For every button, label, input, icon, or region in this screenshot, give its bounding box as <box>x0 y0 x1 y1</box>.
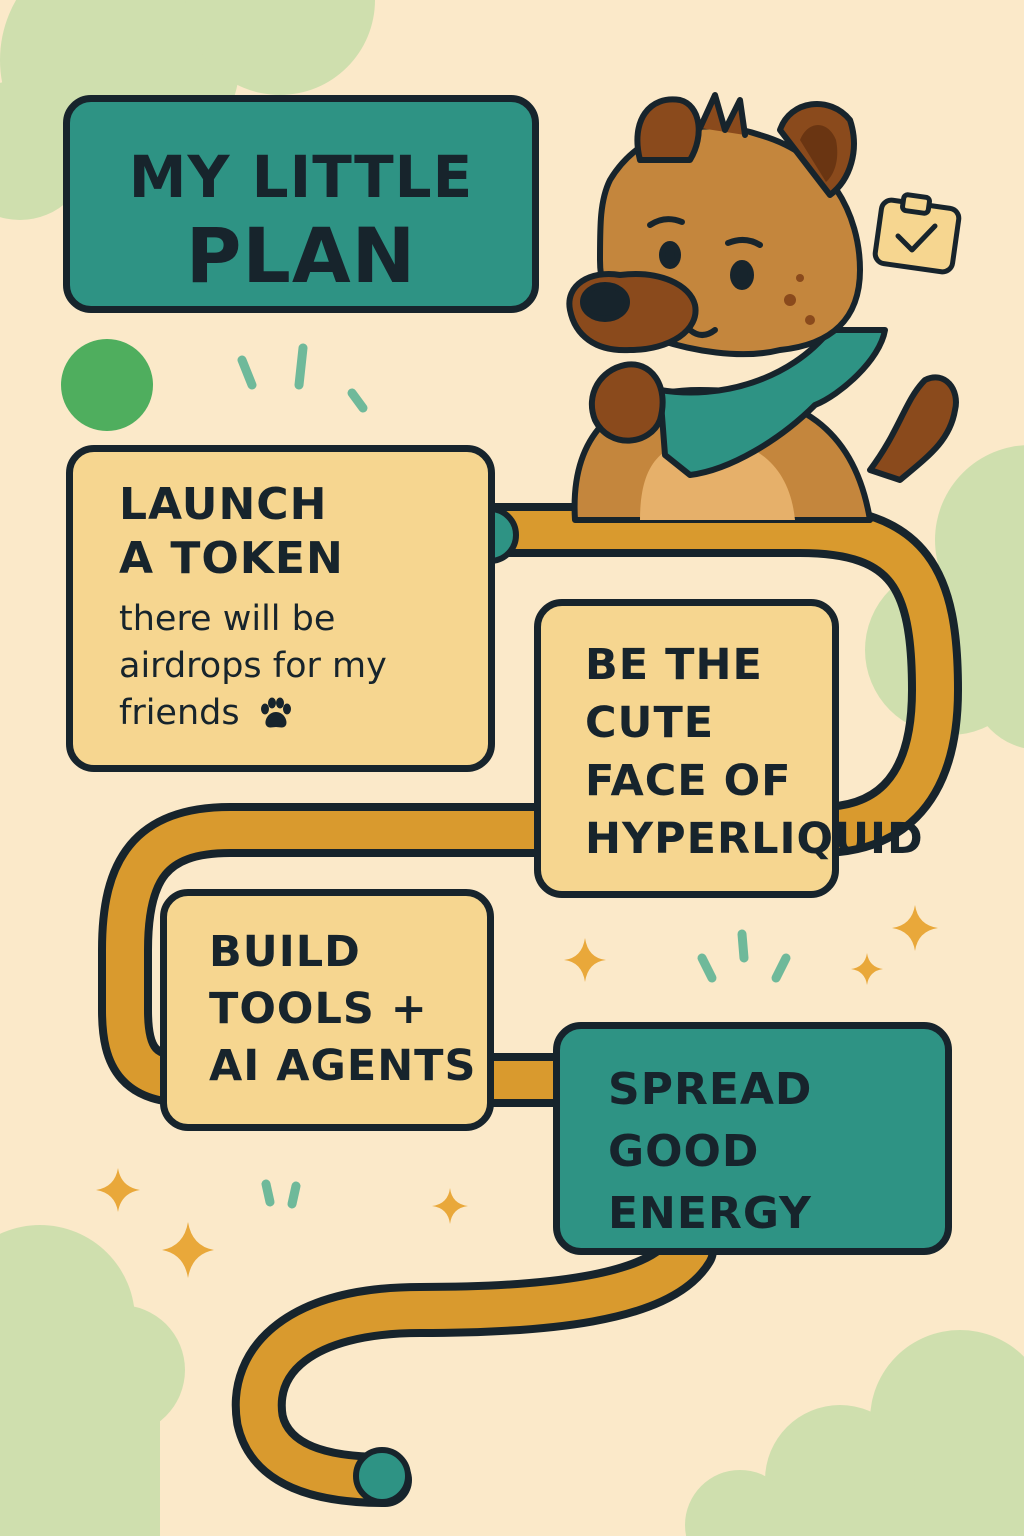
step-3-title-line-1: BUILD <box>209 927 361 977</box>
step-2-title-line-2: CUTE <box>585 698 715 748</box>
step-1-title-line-1: LAUNCH <box>119 479 328 530</box>
step-4-title-line-1: SPREAD <box>608 1064 813 1115</box>
path-end-node <box>353 1447 411 1505</box>
step-1-subtitle-line-2: airdrops for my <box>119 646 387 686</box>
step-2-title-line-3: FACE OF <box>585 756 792 806</box>
cloud-bottom-left <box>0 1225 185 1536</box>
cloud-bottom-right <box>685 1330 1024 1536</box>
hyena-mascot <box>566 92 959 523</box>
step-4-title-line-2: GOOD <box>608 1126 760 1177</box>
step-card-good-energy: SPREAD GOOD ENERGY <box>553 1022 952 1255</box>
sparkle-dashes <box>237 343 791 1209</box>
step-card-build-tools: BUILD TOOLS + AI AGENTS <box>160 889 494 1131</box>
title-line-2: PLAN <box>185 211 417 300</box>
step-3-title-line-3: AI AGENTS <box>209 1041 477 1091</box>
step-2-title-line-4: HYPERLIQUID <box>585 814 924 864</box>
step-2-title-line-1: BE THE <box>585 640 763 690</box>
clipboard-check-icon <box>872 192 962 275</box>
title-card: MY LITTLE PLAN <box>63 95 539 313</box>
step-card-launch-token: LAUNCH A TOKEN there will be airdrops fo… <box>66 445 495 772</box>
step-4-title-line-3: ENERGY <box>608 1188 812 1239</box>
step-1-subtitle-line-3: friends <box>119 693 240 733</box>
step-1-subtitle-line-1: there will be <box>119 599 336 639</box>
step-card-cute-face: BE THE CUTE FACE OF HYPERLIQUID <box>534 599 924 898</box>
paw-print-icon <box>260 697 291 728</box>
title-line-1: MY LITTLE <box>128 143 474 211</box>
step-3-title-line-2: TOOLS + <box>209 984 428 1034</box>
green-dot <box>61 339 153 431</box>
step-1-title-line-2: A TOKEN <box>119 533 344 584</box>
